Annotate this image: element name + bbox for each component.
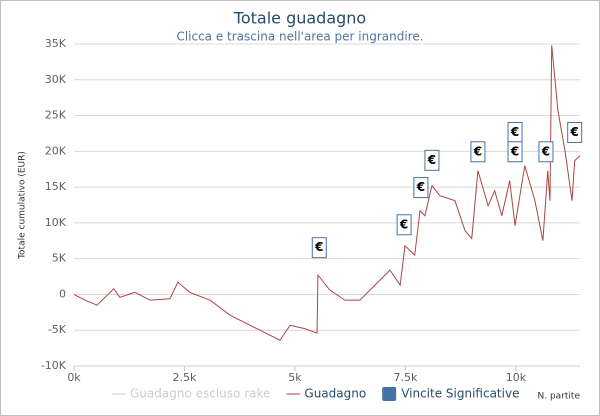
flag-box bbox=[567, 121, 583, 143]
x-tick-label: 7.5k bbox=[394, 371, 418, 384]
flag: € bbox=[470, 141, 486, 163]
y-axis-label: Totale cumulativo (EUR) bbox=[18, 151, 28, 260]
flag-label: € bbox=[510, 144, 519, 158]
y-tick-label: -10K bbox=[41, 359, 67, 372]
flag: € bbox=[507, 141, 523, 163]
flag-box bbox=[311, 237, 327, 259]
flag-label: € bbox=[570, 125, 579, 139]
flag-box bbox=[507, 141, 523, 163]
flag: € bbox=[507, 121, 523, 143]
flag: € bbox=[424, 149, 440, 171]
y-tick-label: 0 bbox=[59, 287, 66, 300]
chart-title: Totale guadagno bbox=[233, 9, 366, 28]
x-tick-label: 0k bbox=[67, 371, 81, 384]
y-tick-label: 25K bbox=[45, 109, 67, 122]
flag-label: € bbox=[473, 144, 482, 158]
y-tick-label: 35K bbox=[45, 37, 67, 50]
flag: € bbox=[538, 141, 554, 163]
legend-label: Guadagno escluso rake bbox=[130, 387, 270, 401]
flag-box bbox=[413, 177, 429, 199]
legend-item[interactable]: Guadagno escluso rake bbox=[112, 387, 270, 401]
x-axis-label: N. partite bbox=[538, 392, 581, 402]
flag-box bbox=[424, 149, 440, 171]
flag-label: € bbox=[541, 144, 550, 158]
x-tick-label: 5k bbox=[288, 371, 302, 384]
flag-label: € bbox=[314, 240, 323, 254]
flag-box bbox=[538, 141, 554, 163]
flag-box bbox=[396, 214, 412, 236]
legend-label: Vincite Significative bbox=[401, 387, 519, 401]
chart-subtitle: Clicca e trascina nell'area per ingrandi… bbox=[176, 30, 423, 44]
legend-swatch bbox=[382, 387, 397, 401]
flag-label: € bbox=[427, 153, 436, 167]
x-tick-label: 2.5k bbox=[173, 371, 197, 384]
legend-item[interactable]: Guadagno bbox=[286, 387, 366, 401]
flag: € bbox=[413, 177, 429, 199]
data-line bbox=[73, 45, 581, 341]
y-tick-label: 30K bbox=[45, 73, 67, 86]
flag: € bbox=[567, 121, 583, 143]
flag-label: € bbox=[416, 180, 425, 194]
y-tick-label: -5K bbox=[48, 323, 67, 336]
legend-item[interactable]: Vincite Significative bbox=[382, 387, 519, 402]
x-tick-label: 10k bbox=[506, 371, 527, 384]
y-tick-label: 20K bbox=[45, 144, 67, 157]
flag: € bbox=[311, 237, 327, 259]
legend-label: Guadagno bbox=[304, 387, 366, 401]
y-tick-label: 15K bbox=[45, 180, 67, 193]
y-tick-label: 5K bbox=[52, 252, 67, 265]
flag-label: € bbox=[510, 125, 519, 139]
y-tick-label: 10K bbox=[45, 216, 67, 229]
flag-box bbox=[470, 141, 486, 163]
flag: € bbox=[396, 214, 412, 236]
flag-label: € bbox=[399, 217, 408, 231]
